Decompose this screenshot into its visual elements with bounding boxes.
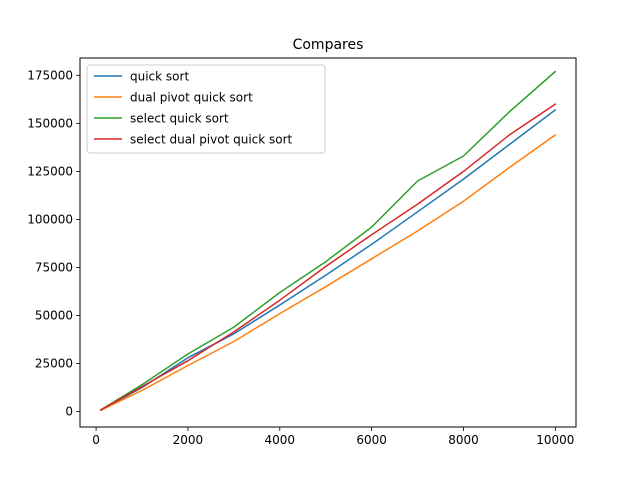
y-tick-label: 175000 <box>27 68 73 82</box>
plot-frame <box>79 57 577 428</box>
y-tick-label: 150000 <box>27 116 73 130</box>
x-tick-label: 2000 <box>173 433 204 447</box>
legend-label-2: select quick sort <box>130 112 229 126</box>
chart-title: Compares <box>293 37 364 53</box>
y-tick-label: 75000 <box>35 260 73 274</box>
x-tick-label: 0 <box>92 433 100 447</box>
x-tick-label: 8000 <box>448 433 479 447</box>
y-tick-label: 0 <box>65 405 73 419</box>
series-line-0 <box>99 109 557 411</box>
x-tick-label: 10000 <box>536 433 574 447</box>
y-axis: 0 25000 50000 75000 100000 125000 150000 175000 <box>27 68 80 419</box>
series-line-3 <box>99 103 557 411</box>
y-tick-label: 25000 <box>35 357 73 371</box>
legend-label-3: select dual pivot quick sort <box>130 133 293 147</box>
x-tick-label: 6000 <box>356 433 387 447</box>
legend-label-0: quick sort <box>130 70 189 84</box>
series-layer <box>99 70 557 412</box>
legend-label-1: dual pivot quick sort <box>130 91 253 105</box>
y-tick-label: 100000 <box>27 212 73 226</box>
series-line-2 <box>99 70 557 411</box>
y-tick-label: 125000 <box>27 164 73 178</box>
series-line-1 <box>99 134 557 412</box>
legend-box <box>86 64 326 154</box>
x-tick-label: 4000 <box>265 433 296 447</box>
legend: quick sort dual pivot quick sort select qu… <box>86 64 326 154</box>
x-axis: 0 2000 4000 6000 8000 10000 <box>92 427 574 447</box>
y-tick-label: 50000 <box>35 309 73 323</box>
